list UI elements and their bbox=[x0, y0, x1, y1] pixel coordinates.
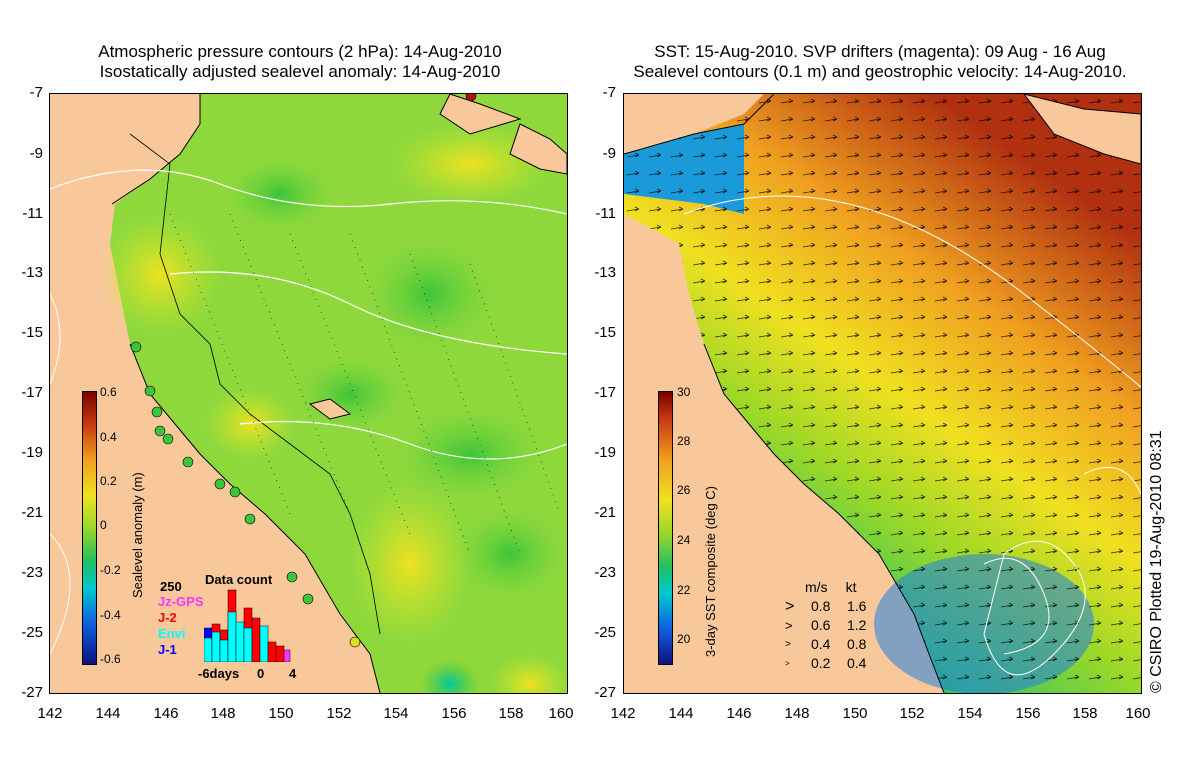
x-tick: 152 bbox=[326, 705, 352, 722]
y-tick: -7 bbox=[29, 84, 43, 101]
x-tick: 152 bbox=[899, 705, 925, 722]
data-count-max: 250 bbox=[160, 579, 182, 594]
y-tick: -19 bbox=[21, 444, 43, 461]
sealevel-colorbar bbox=[82, 391, 97, 665]
x-tick: 142 bbox=[610, 705, 636, 722]
colorbar-tick: 20 bbox=[677, 632, 691, 646]
y-tick: -9 bbox=[29, 145, 43, 162]
data-count-x-zero: 0 bbox=[257, 666, 265, 681]
legend-j2: J-2 bbox=[158, 610, 177, 625]
data-count-x-end: 4 bbox=[289, 666, 297, 681]
colorbar-tick: 24 bbox=[677, 533, 691, 547]
x-tick: 148 bbox=[784, 705, 810, 722]
velocity-kt: 0.8 bbox=[847, 636, 867, 652]
y-tick: -23 bbox=[594, 564, 616, 581]
y-tick: -19 bbox=[594, 444, 616, 461]
x-tick: 146 bbox=[726, 705, 752, 722]
sealevel-anomaly-map bbox=[49, 93, 568, 694]
credit-text: © CSIRO Plotted 19-Aug-2010 08:31 bbox=[1148, 430, 1165, 693]
left-title-line1: Atmospheric pressure contours (2 hPa): 1… bbox=[98, 42, 502, 61]
velocity-unit-ms: m/s bbox=[805, 579, 828, 595]
colorbar-label: Sealevel anomaly (m) bbox=[130, 472, 145, 598]
y-tick: -15 bbox=[21, 324, 43, 341]
colorbar-tick: 0.6 bbox=[100, 385, 117, 399]
y-tick: -11 bbox=[22, 205, 43, 222]
colorbar-tick: -0.4 bbox=[100, 608, 121, 622]
colorbar-tick: 28 bbox=[677, 434, 691, 448]
x-tick: 148 bbox=[210, 705, 236, 722]
x-tick: 142 bbox=[37, 705, 63, 722]
y-tick: -7 bbox=[602, 84, 616, 101]
arrow-icon: > bbox=[785, 659, 790, 668]
colorbar-tick: 0.4 bbox=[100, 430, 117, 444]
data-count-x-start: -6days bbox=[198, 666, 240, 681]
y-tick: -27 bbox=[21, 684, 43, 701]
legend-envi: Envi bbox=[158, 626, 186, 641]
x-tick: 150 bbox=[268, 705, 294, 722]
velocity-ms: 0.6 bbox=[811, 617, 831, 633]
x-tick: 160 bbox=[548, 705, 574, 722]
arrow-icon: > bbox=[785, 618, 793, 633]
velocity-ms: 0.2 bbox=[811, 655, 831, 671]
legend-jz-gps: Jz-GPS bbox=[158, 594, 204, 609]
x-tick: 144 bbox=[95, 705, 121, 722]
colorbar-tick: -0.6 bbox=[100, 652, 121, 666]
x-tick: 154 bbox=[383, 705, 409, 722]
y-tick: -23 bbox=[21, 564, 43, 581]
right-title-line2: Sealevel contours (0.1 m) and geostrophi… bbox=[633, 62, 1127, 81]
x-tick: 158 bbox=[498, 705, 524, 722]
x-tick: 156 bbox=[1015, 705, 1041, 722]
y-tick: -11 bbox=[595, 205, 616, 222]
arrow-icon: > bbox=[785, 598, 795, 615]
sst-map bbox=[623, 93, 1142, 694]
y-tick: -13 bbox=[594, 264, 616, 281]
y-tick: -25 bbox=[594, 624, 616, 641]
colorbar-tick: 0 bbox=[100, 518, 107, 532]
legend-j1: J-1 bbox=[158, 642, 177, 657]
colorbar-tick: -0.2 bbox=[100, 563, 121, 577]
x-tick: 160 bbox=[1125, 705, 1151, 722]
x-tick: 156 bbox=[441, 705, 467, 722]
velocity-kt: 1.6 bbox=[847, 598, 867, 614]
y-tick: -9 bbox=[602, 145, 616, 162]
y-tick: -17 bbox=[21, 384, 43, 401]
y-tick: -15 bbox=[594, 324, 616, 341]
data-count-histogram bbox=[204, 588, 294, 662]
x-tick: 158 bbox=[1072, 705, 1098, 722]
arrow-icon: > bbox=[785, 639, 791, 650]
colorbar-tick: 22 bbox=[677, 583, 691, 597]
x-tick: 146 bbox=[153, 705, 179, 722]
sst-colorbar bbox=[658, 391, 673, 665]
x-tick: 144 bbox=[668, 705, 694, 722]
colorbar-label: 3-day SST composite (deg C) bbox=[703, 486, 718, 657]
x-tick: 150 bbox=[842, 705, 868, 722]
velocity-ms: 0.4 bbox=[811, 636, 831, 652]
colorbar-tick: 0.2 bbox=[100, 474, 117, 488]
colorbar-tick: 26 bbox=[677, 483, 691, 497]
y-tick: -17 bbox=[594, 384, 616, 401]
y-tick: -13 bbox=[21, 264, 43, 281]
colorbar-tick: 30 bbox=[677, 385, 691, 399]
data-count-title: Data count bbox=[205, 572, 273, 587]
velocity-kt: 1.2 bbox=[847, 617, 867, 633]
y-tick: -25 bbox=[21, 624, 43, 641]
velocity-kt: 0.4 bbox=[847, 655, 867, 671]
right-title-line1: SST: 15-Aug-2010. SVP drifters (magenta)… bbox=[654, 42, 1106, 61]
velocity-ms: 0.8 bbox=[811, 598, 831, 614]
velocity-unit-kt: kt bbox=[845, 579, 857, 595]
y-tick: -21 bbox=[21, 504, 43, 521]
left-title-line2: Isostatically adjusted sealevel anomaly:… bbox=[99, 62, 501, 81]
y-tick: -21 bbox=[594, 504, 616, 521]
x-tick: 154 bbox=[957, 705, 983, 722]
y-tick: -27 bbox=[594, 684, 616, 701]
velocity-legend: m/s kt > 0.8 1.6 > 0.6 1.2 > 0.4 0.8 > 0… bbox=[785, 578, 866, 673]
